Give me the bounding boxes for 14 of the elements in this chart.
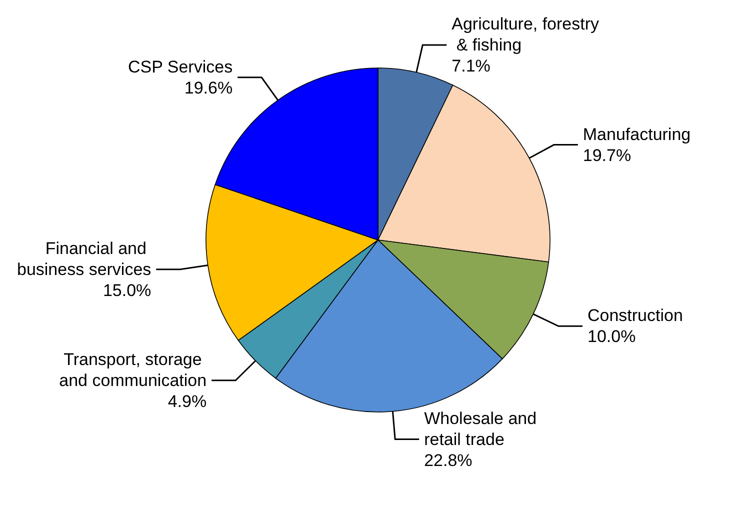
data-label: 19.6%	[184, 78, 233, 98]
data-label: 22.8%	[424, 450, 472, 470]
slice-label: Manufacturing	[582, 124, 691, 144]
slice-label: Agriculture, forestry & fishing	[452, 14, 600, 55]
slice-label: Transport, storage and communication	[59, 350, 207, 390]
slice-label: Construction	[587, 306, 683, 326]
data-label: 4.9%	[168, 392, 207, 411]
data-label: 7.1%	[452, 56, 490, 76]
slice-label: Financial and business services	[16, 238, 152, 279]
data-label: 10.0%	[587, 327, 636, 346]
data-label: 15.0%	[102, 280, 152, 300]
data-label: 19.7%	[582, 146, 632, 165]
slice-label: Wholesale and retail trade	[424, 408, 542, 449]
slice-label: CSP Services	[128, 57, 233, 76]
